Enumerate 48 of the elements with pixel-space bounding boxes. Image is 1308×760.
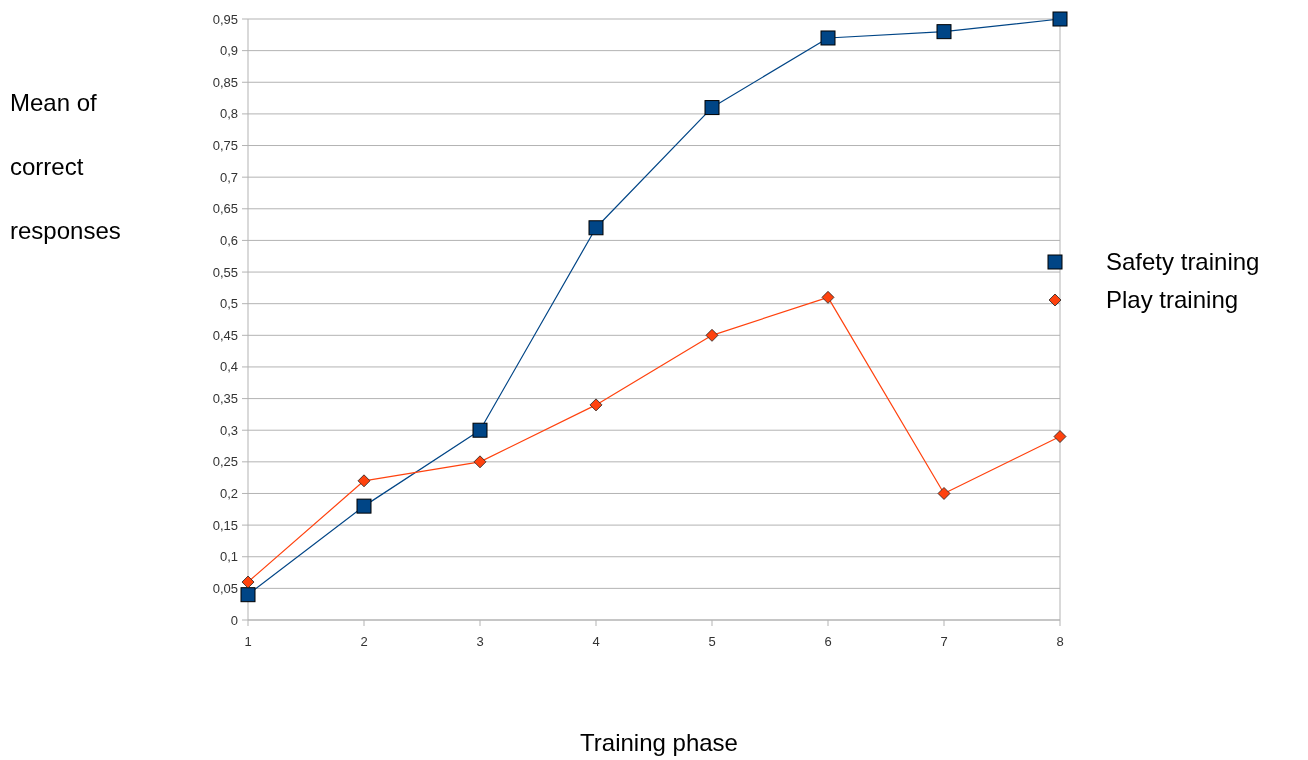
- point: [705, 328, 719, 342]
- y-tick-label: 0,6: [219, 232, 238, 248]
- point: [473, 455, 487, 469]
- y-tick-label: 0,2: [219, 486, 238, 502]
- y-tick-label: 0,3: [219, 422, 238, 438]
- y-tick-label: 0,8: [219, 106, 238, 122]
- y-tick-label: 0,7: [219, 169, 238, 185]
- y-tick-label: 0,5: [219, 296, 238, 312]
- point: [1052, 11, 1068, 27]
- y-tick-label: 0,85: [212, 74, 238, 90]
- x-tick-label: 1: [244, 634, 252, 649]
- legend-label: Play training: [1106, 286, 1239, 314]
- y-tick-label: 0,25: [212, 454, 238, 470]
- y-tick-label: 0,4: [219, 359, 238, 375]
- y-tick-label: 0,95: [212, 11, 238, 27]
- y-tick-label: 0,55: [212, 264, 238, 280]
- x-tick-label: 8: [1056, 634, 1064, 649]
- y-tick-label: 0,9: [219, 43, 238, 59]
- x-tick-label: 4: [592, 634, 600, 649]
- point: [821, 290, 835, 304]
- point: [241, 575, 255, 589]
- point: [820, 30, 836, 46]
- legend-label: Safety training: [1106, 248, 1260, 276]
- point: [357, 474, 371, 488]
- x-tick-label: 6: [824, 634, 832, 649]
- y-tick-label: 0,45: [212, 327, 238, 343]
- x-tick-label: 2: [360, 634, 368, 649]
- x-tick-label: 5: [708, 634, 716, 649]
- point: [1053, 430, 1067, 443]
- point: [472, 422, 488, 438]
- y-tick-label: 0,05: [212, 580, 238, 596]
- text: Mean of correct responses: [10, 89, 121, 244]
- point: [240, 587, 256, 603]
- y-tick-label: 0,15: [212, 517, 238, 533]
- x-tick-label: 3: [476, 634, 484, 649]
- point: [937, 487, 951, 500]
- y-tick-label: 0,75: [212, 138, 238, 154]
- point: [588, 220, 604, 236]
- x-axis-title: Training phase: [580, 729, 738, 756]
- y-tick-label: 0: [230, 612, 238, 628]
- point: [936, 24, 952, 40]
- y-tick-label: 0,35: [212, 391, 238, 407]
- point: [704, 100, 720, 116]
- point: [356, 498, 372, 514]
- x-tick-label: 7: [940, 634, 948, 649]
- y-tick-label: 0,65: [212, 201, 238, 217]
- y-tick-label: 0,1: [219, 549, 238, 565]
- point: [589, 398, 603, 412]
